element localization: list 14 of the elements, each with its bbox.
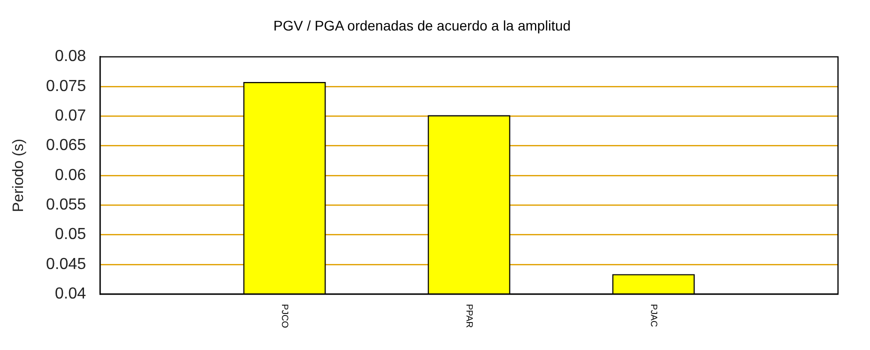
y-tick-label: 0.045: [46, 256, 86, 273]
y-tick-label: 0.04: [54, 285, 86, 302]
x-tick-label: PPAR: [464, 304, 475, 328]
y-tick-label: 0.08: [54, 48, 86, 66]
y-tick-label: 0.055: [46, 196, 86, 214]
y-tick-label: 0.06: [54, 166, 86, 184]
y-tick-label: 0.075: [46, 78, 86, 95]
chart-title: PGV / PGA ordenadas de acuerdo a la amplitud: [273, 17, 571, 34]
y-tick-label: 0.065: [46, 137, 86, 154]
y-tick-label: 0.07: [54, 108, 86, 125]
x-tick-label: PJAC: [649, 304, 660, 328]
y-axis-title: Periodo (s): [10, 138, 28, 212]
y-tick-label: 0.05: [54, 226, 86, 244]
x-tick-label: PJCO: [280, 304, 290, 328]
